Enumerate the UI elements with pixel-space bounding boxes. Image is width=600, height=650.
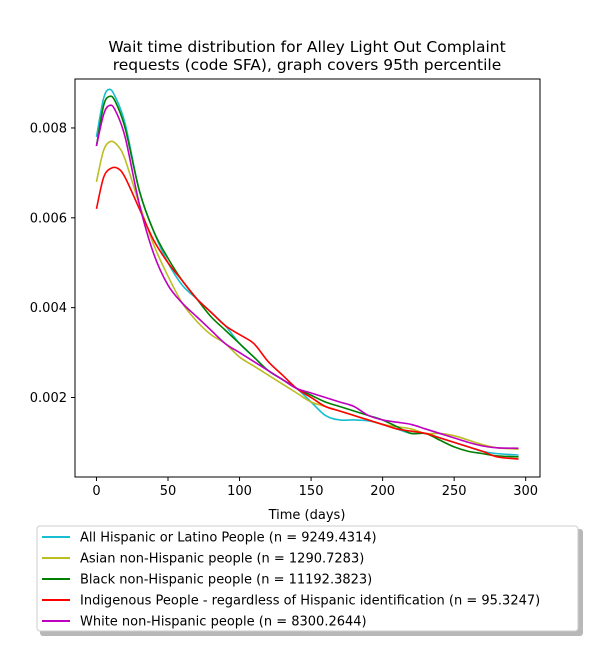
series-layer [95, 88, 519, 460]
legend: All Hispanic or Latino People (n = 9249.… [36, 525, 583, 636]
plot-area [74, 78, 541, 478]
series-line-2 [95, 140, 519, 450]
legend-box [36, 525, 579, 632]
legend-label-4: Indigenous People - regardless of Hispan… [80, 594, 540, 609]
x-axis-label: Time (days) [268, 508, 346, 523]
legend-label-2: Asian non-Hispanic people (n = 1290.7283… [80, 552, 364, 567]
x-tick-label: 50 [160, 484, 177, 499]
chart-title-line-2: requests (code SFA), graph covers 95th p… [113, 56, 502, 74]
chart-title-line-1: Wait time distribution for Alley Light O… [108, 38, 505, 56]
legend-items: All Hispanic or Latino People (n = 9249.… [42, 531, 540, 630]
x-tick-label: 0 [92, 484, 100, 499]
legend-label-5: White non-Hispanic people (n = 8300.2644… [80, 615, 367, 630]
series-line-3 [95, 95, 519, 458]
x-tick-label: 300 [513, 484, 538, 499]
x-tick-label: 150 [299, 484, 324, 499]
x-axis-ticks: 0 50 100 150 200 250 300 [92, 477, 538, 499]
y-tick-label: 0.008 [30, 121, 67, 136]
x-tick-label: 200 [370, 484, 395, 499]
x-tick-label: 250 [442, 484, 467, 499]
y-axis-ticks: 0.002 0.004 0.006 0.008 [30, 121, 75, 406]
series-line-5 [95, 104, 519, 450]
y-tick-label: 0.002 [30, 391, 67, 406]
legend-label-3: Black non-Hispanic people (n = 11192.382… [80, 573, 372, 588]
series-line-4 [95, 166, 519, 460]
x-tick-label: 100 [227, 484, 252, 499]
y-tick-label: 0.006 [30, 211, 67, 226]
legend-label-1: All Hispanic or Latino People (n = 9249.… [80, 531, 377, 546]
y-tick-label: 0.004 [30, 301, 67, 316]
